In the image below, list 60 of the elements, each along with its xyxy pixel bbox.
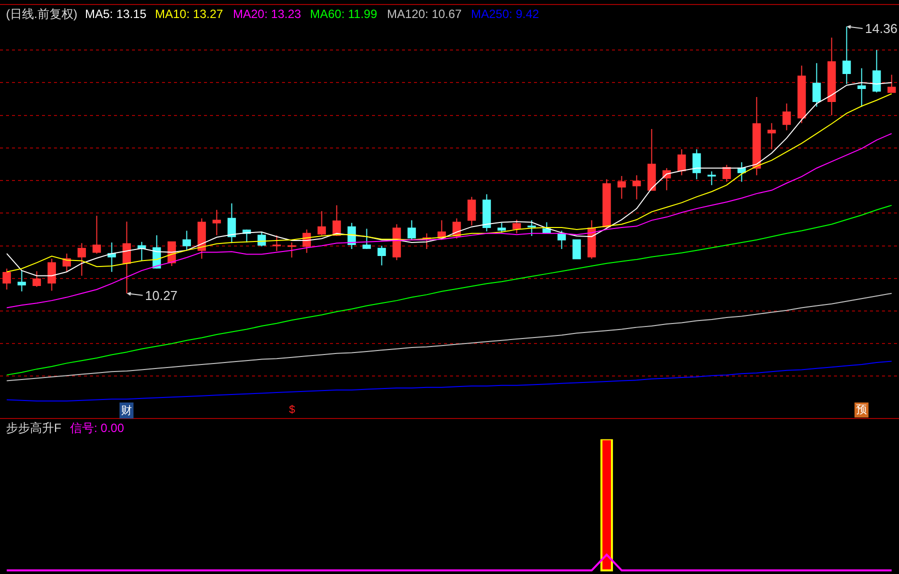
- candlestick: [32, 270, 41, 288]
- chart-title: (日线.前复权): [6, 7, 78, 21]
- text: MA10: 13.27: [155, 7, 224, 21]
- annotation: 14.36: [865, 21, 898, 36]
- candlestick: [812, 62, 821, 108]
- candlestick: [887, 74, 896, 93]
- annotation: 预: [856, 404, 867, 416]
- text: MA5: 13.15: [85, 7, 147, 21]
- candlestick: [558, 230, 566, 250]
- candlestick: [318, 210, 326, 236]
- candlestick: [198, 218, 206, 260]
- candlestick: [528, 220, 536, 236]
- candlestick: [752, 96, 761, 176]
- candlestick: [122, 221, 131, 294]
- candlestick: [212, 209, 221, 236]
- candlestick: [648, 128, 656, 191]
- candlestick: [468, 196, 476, 226]
- candlestick: [588, 220, 596, 260]
- text: MA20: 13.23: [233, 7, 302, 21]
- candlestick: [78, 242, 86, 276]
- candlestick: [797, 65, 806, 124]
- candlestick: [378, 245, 386, 266]
- annotation: 10.27: [145, 288, 178, 303]
- candlestick: [512, 219, 521, 234]
- candlestick: [618, 175, 626, 200]
- candlestick: [692, 148, 701, 180]
- candlestick: [108, 242, 116, 272]
- text: MA60: 11.99: [310, 7, 378, 21]
- candlestick: [392, 224, 401, 261]
- chart-title: 步步高升F: [6, 421, 62, 435]
- candlestick: [782, 103, 791, 131]
- annotation: $: [289, 404, 296, 416]
- candlestick: [708, 170, 716, 186]
- candlestick: [482, 194, 491, 232]
- candlestick: [632, 174, 641, 200]
- candlestick: [48, 258, 56, 292]
- candlestick: [722, 164, 731, 182]
- candlestick: [182, 230, 191, 251]
- candlestick: [228, 202, 236, 244]
- candlestick: [767, 122, 776, 150]
- candlestick: [602, 178, 611, 229]
- candlestick: [18, 270, 26, 292]
- candlestick: [408, 220, 416, 240]
- candlestick: [288, 242, 296, 258]
- candlestick: [678, 148, 686, 176]
- candlestick: [92, 215, 101, 254]
- text: MA120: 10.67: [387, 7, 462, 21]
- candlestick: [737, 162, 746, 182]
- candlestick: [872, 50, 881, 93]
- candlestick: [498, 222, 506, 234]
- candlestick: [272, 234, 281, 252]
- text: 信号: 0.00: [70, 421, 124, 435]
- candlestick: [362, 228, 371, 250]
- candlestick: [827, 37, 836, 116]
- annotation: 财: [121, 404, 132, 417]
- text: MA250: 9.42: [471, 7, 540, 21]
- candlestick: [2, 268, 11, 290]
- candlestick: [572, 239, 581, 260]
- candlestick: [857, 68, 866, 108]
- candlestick: [138, 241, 146, 262]
